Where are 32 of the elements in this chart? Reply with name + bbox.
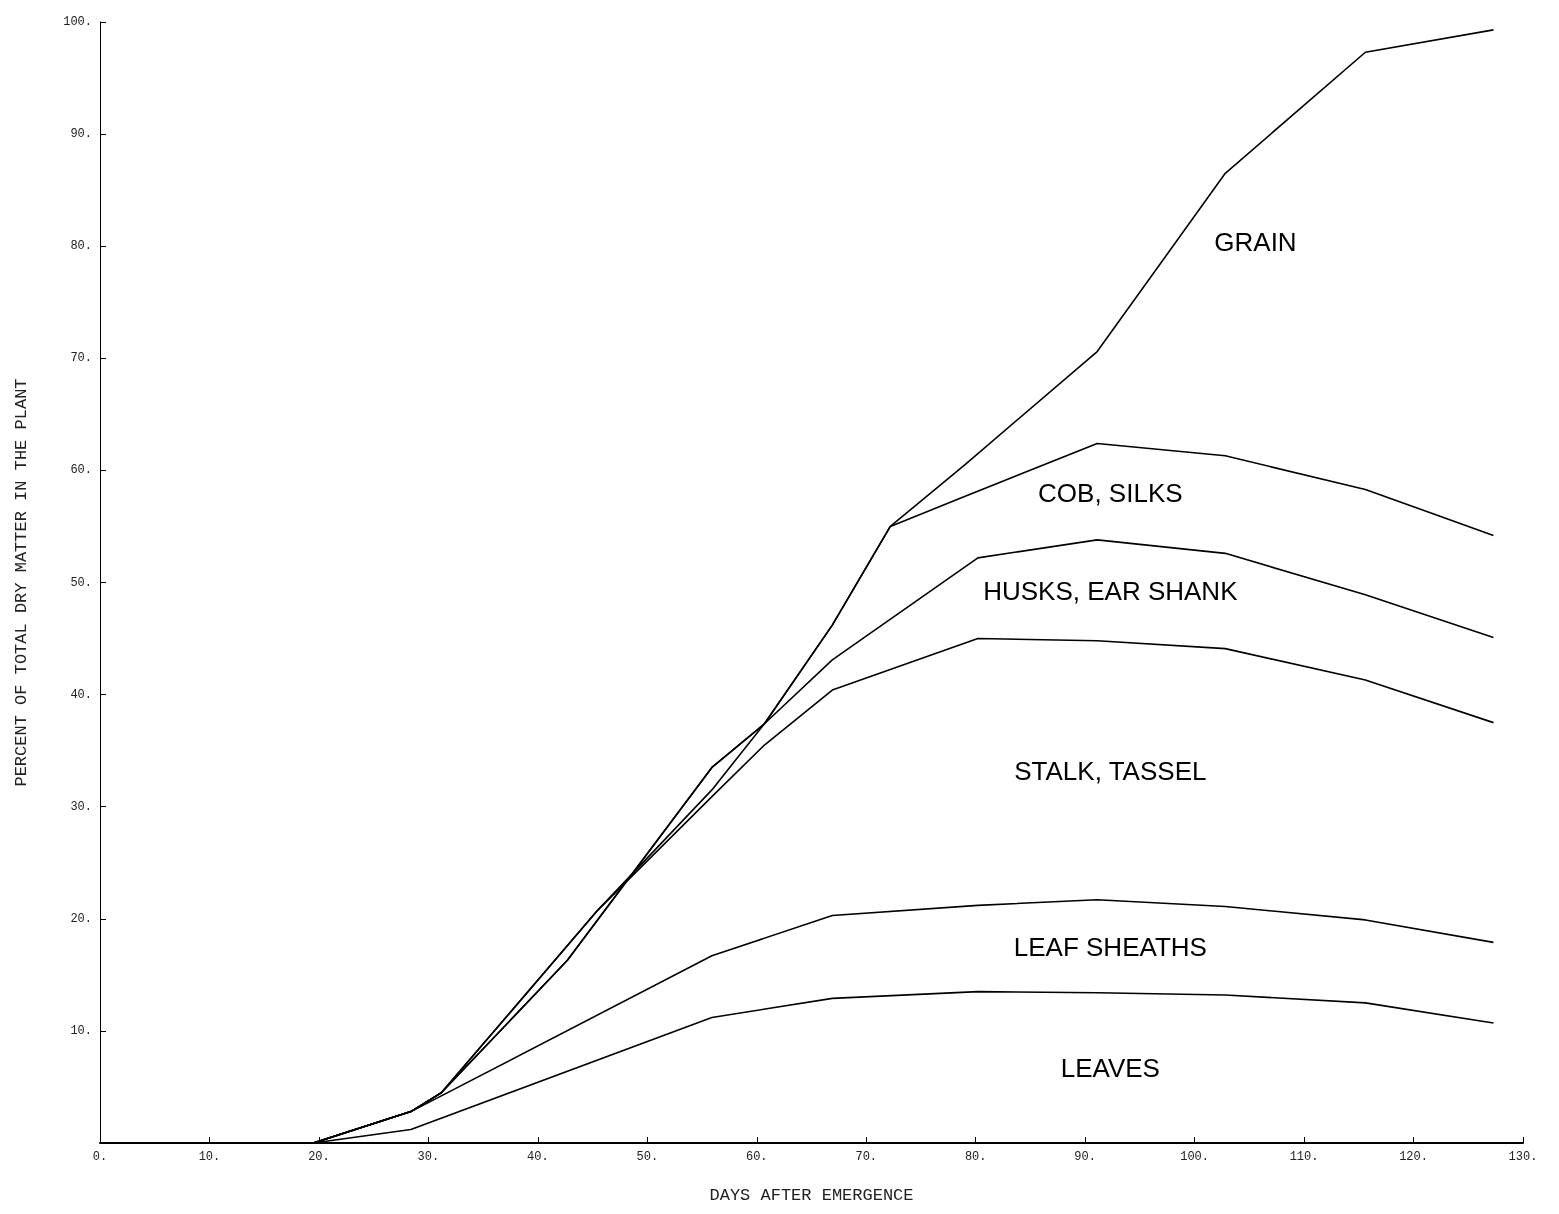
y-tick-label: 10.	[70, 1023, 92, 1038]
x-tick-label: 30.	[417, 1150, 440, 1164]
annotation: HUSKS, EAR SHANK	[983, 576, 1239, 607]
x-tick-label: 120.	[1399, 1150, 1428, 1164]
y-tick-label: 20.	[70, 911, 92, 926]
annotation: COB, SILKS	[1038, 478, 1183, 509]
x-tick-label: 110.	[1289, 1150, 1319, 1164]
x-tick-label: 60.	[745, 1150, 768, 1164]
x-axis-title: DAYS AFTER EMERGENCE	[709, 1186, 914, 1205]
y-tick-label: 90.	[70, 127, 92, 142]
annotation: LEAF SHEATHS	[1013, 931, 1207, 962]
y-tick-label: 70.	[70, 351, 92, 366]
x-tick-label: 90.	[1074, 1150, 1096, 1164]
x-tick-label: 100.	[1180, 1150, 1210, 1164]
x-tick-label: 70.	[855, 1150, 878, 1164]
y-axis-title: PERCENT OF TOTAL DRY MATTER IN THE PLANT	[12, 378, 31, 787]
y-tick-label: 40.	[70, 687, 92, 702]
annotation: STALK, TASSEL	[1014, 756, 1207, 787]
x-tick-label: 50.	[636, 1150, 659, 1164]
y-tick-label: 100.	[63, 15, 92, 29]
x-tick-label: 80.	[964, 1150, 987, 1164]
y-tick-label: 30.	[70, 799, 92, 814]
x-tick-label: 40.	[527, 1150, 549, 1164]
y-tick-label: 80.	[70, 239, 92, 254]
annotation: LEAVES	[1060, 1053, 1160, 1084]
x-tick-label: 20.	[308, 1150, 330, 1164]
x-tick-label: 130.	[1508, 1150, 1538, 1164]
y-tick-label: 50.	[70, 575, 92, 590]
y-tick-label: 60.	[70, 463, 92, 478]
x-tick-label: 10.	[198, 1150, 221, 1164]
annotation: GRAIN	[1214, 226, 1297, 257]
x-tick-label: 0.	[92, 1150, 108, 1164]
